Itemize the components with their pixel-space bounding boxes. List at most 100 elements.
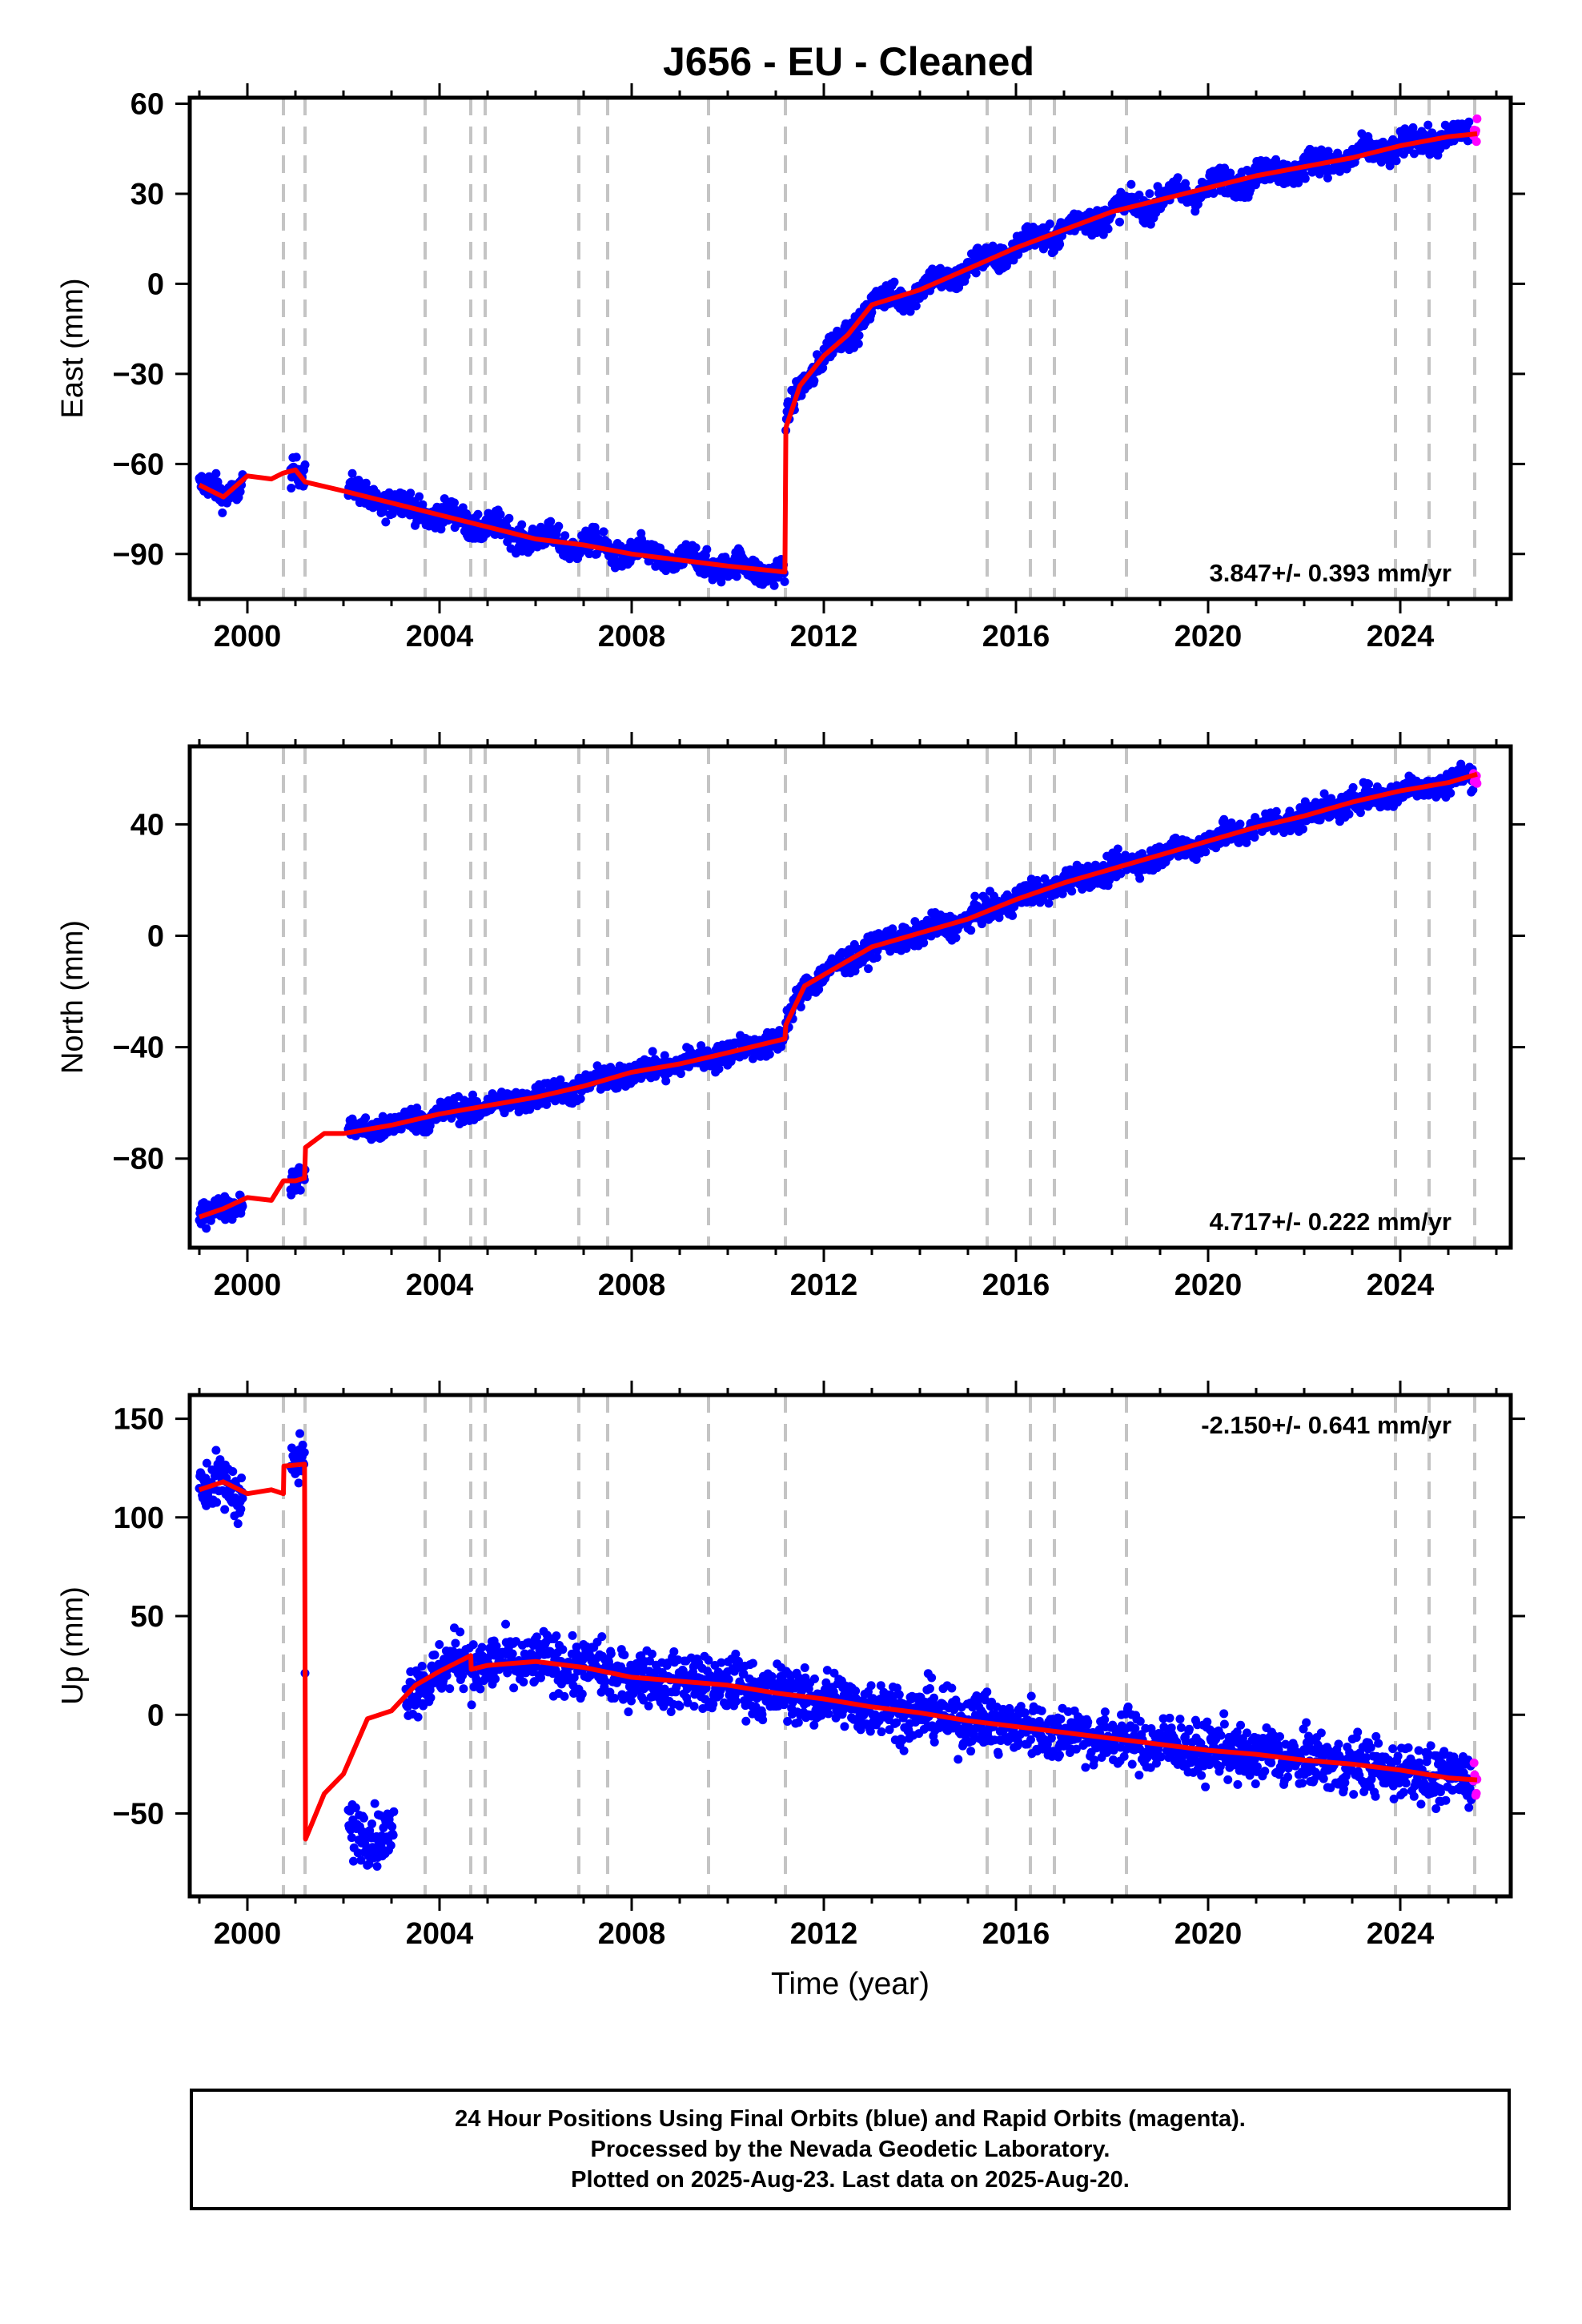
data-point [379,507,388,517]
data-point [905,307,915,316]
data-point [295,1429,305,1438]
data-point [1333,148,1343,158]
data-point [1145,189,1154,199]
data-point [542,1100,552,1109]
data-point [572,1642,581,1652]
data-point [1250,833,1259,842]
data-point [809,376,819,385]
data-point [1468,785,1478,794]
data-point [473,509,483,519]
data-point [1209,189,1219,199]
data-point [854,331,864,340]
data-point [372,1861,382,1871]
data-point [1464,117,1474,127]
data-point [676,1069,685,1079]
data-point [1067,887,1077,896]
data-point [504,513,514,523]
data-point [228,1466,238,1476]
data-point [1472,114,1482,123]
data-point [388,1831,398,1840]
data-point [386,1840,396,1850]
data-point [496,509,505,519]
data-point [1008,911,1018,920]
data-point [647,1649,656,1659]
data-point [445,1684,455,1694]
y-tick-label: 60 [130,87,164,121]
rate-label: 3.847+/- 0.393 mm/yr [1210,559,1452,587]
data-point [556,1075,565,1084]
data-point [1323,173,1332,183]
data-point [597,1632,607,1642]
data-point [1423,120,1433,130]
data-point [491,1675,500,1684]
data-point [287,483,296,493]
data-point [669,1647,679,1656]
data-point [599,527,608,537]
data-point [237,1474,247,1483]
data-point [298,1440,307,1449]
data-point [1055,239,1065,249]
y-tick-label: 0 [147,919,164,953]
data-point [1344,810,1354,819]
data-point [1114,217,1124,227]
data-point [468,1640,478,1650]
data-point [1105,875,1114,885]
x-tick-label: 2008 [598,620,666,653]
data-point [220,1505,230,1514]
data-point [347,468,357,478]
data-point [568,1630,577,1640]
data-point [1235,819,1245,829]
data-point [300,460,310,469]
data-point [238,1201,247,1211]
model-line [198,131,1478,575]
data-point [1113,844,1122,854]
data-point [406,489,416,498]
data-point [691,543,701,553]
data-point [356,1856,366,1865]
data-point [468,1090,478,1100]
data-point [436,525,446,534]
data-point [606,1649,616,1659]
data-point [796,1002,805,1011]
data-point [508,1649,517,1659]
data-point [347,1833,356,1843]
x-tick-label: 2004 [406,620,474,653]
data-point [765,1049,774,1059]
data-point [467,1700,476,1710]
data-point [459,1684,468,1694]
data-point [456,1627,465,1637]
data-point [202,1224,211,1233]
data-point [1408,123,1418,132]
data-point [235,487,245,497]
data-point [364,1860,374,1869]
x-tick-label: 2000 [214,1269,282,1302]
data-point [552,1631,561,1641]
data-point [620,1650,629,1659]
data-point [661,1076,671,1086]
data-point [769,581,779,590]
y-tick-label: 30 [130,178,164,211]
data-point [1045,219,1054,229]
data-points [195,759,1482,1233]
y-axis-label: East (mm) [56,278,90,418]
data-point [648,1047,657,1056]
data-point [560,531,570,541]
data-point [291,452,301,462]
y-tick-label: −90 [113,538,164,572]
data-point [864,964,873,974]
data-point [1355,808,1365,818]
data-point [218,508,227,517]
panel-north: 2000 2004 2008 2012 2016 2020 2024400−40−80Nor… [56,732,1525,1302]
data-point [501,1619,511,1629]
data-point [1348,782,1358,792]
data-point [451,1638,460,1648]
data-point [911,301,921,311]
data-point [971,268,981,278]
y-tick-label: 40 [130,808,164,842]
data-point [558,1645,568,1655]
data-point [600,1677,610,1687]
panel-east: 2000 2004 2008 2012 2016 2020 202460300−30−60−… [56,83,1525,653]
data-point [853,339,863,348]
data-point [442,1671,452,1680]
data-point [412,1103,422,1112]
